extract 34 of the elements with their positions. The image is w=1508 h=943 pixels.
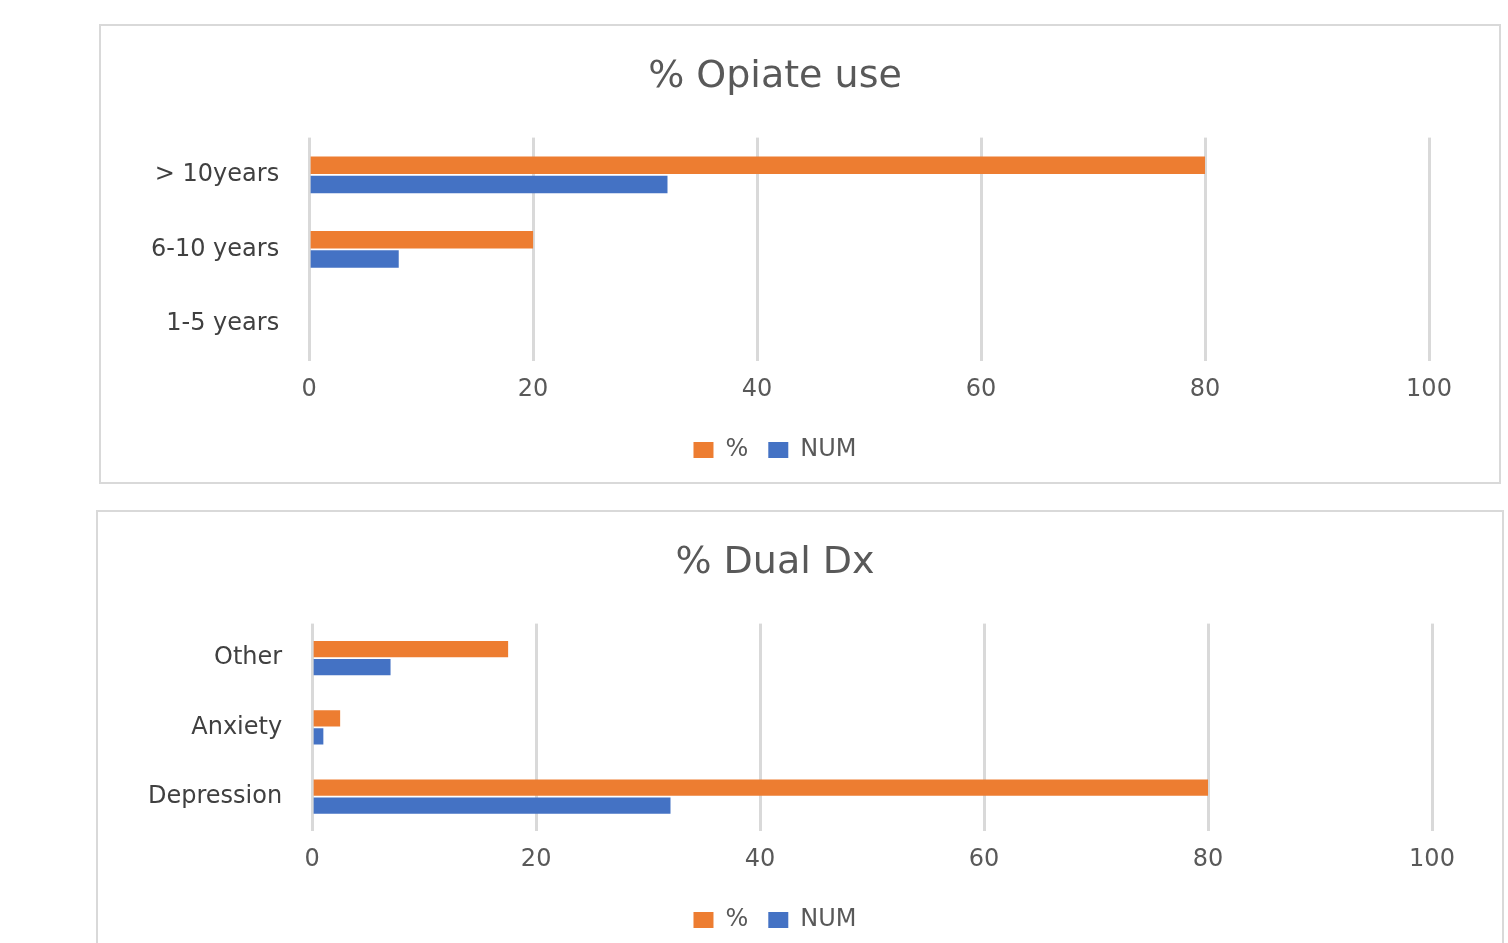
bar xyxy=(313,779,1209,796)
bar xyxy=(310,250,399,268)
x-tick-label: 60 xyxy=(968,843,1000,872)
x-tick-label: 60 xyxy=(965,373,997,402)
bar xyxy=(313,728,324,745)
legend-label: NUM xyxy=(800,904,857,933)
x-tick-label: 20 xyxy=(517,373,549,402)
y-tick-label: Other xyxy=(214,642,283,671)
x-tick-label: 100 xyxy=(1406,373,1452,402)
bar xyxy=(310,156,1206,174)
y-tick-label: Anxiety xyxy=(191,711,283,740)
bar xyxy=(310,175,668,194)
bar xyxy=(313,641,509,658)
legend-label: NUM xyxy=(800,434,857,463)
x-tick-label: 40 xyxy=(741,373,773,402)
y-tick-label: 6-10 years xyxy=(150,233,280,262)
bar xyxy=(313,659,391,676)
y-tick-label: Depression xyxy=(148,780,283,809)
x-tick-label: 80 xyxy=(1189,373,1221,402)
legend-label: % xyxy=(725,434,749,463)
y-tick-label: 1-5 years xyxy=(166,308,280,337)
chart-title: % Dual Dx xyxy=(675,537,875,582)
x-tick-label: 40 xyxy=(744,843,776,872)
chart-title: % Opiate use xyxy=(648,51,902,96)
x-tick-label: 0 xyxy=(301,373,317,402)
x-tick-label: 20 xyxy=(520,843,552,872)
x-tick-label: 100 xyxy=(1409,843,1455,872)
x-tick-label: 80 xyxy=(1192,843,1224,872)
x-tick-label: 0 xyxy=(304,843,320,872)
bar xyxy=(313,797,671,814)
legend-label: % xyxy=(725,904,749,933)
bar xyxy=(310,230,534,249)
y-tick-label: > 10years xyxy=(154,159,280,188)
bar xyxy=(313,710,341,727)
